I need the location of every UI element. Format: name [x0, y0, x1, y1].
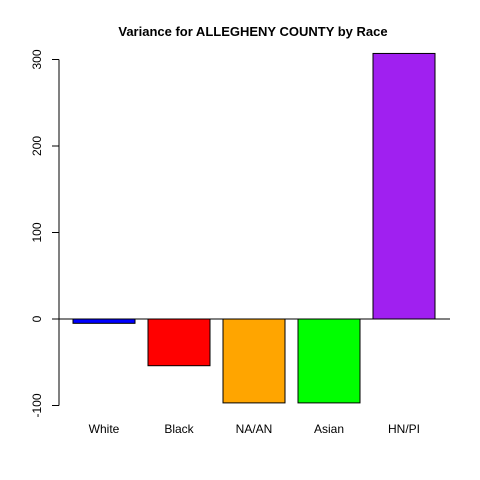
y-tick-label: 200 — [30, 136, 44, 156]
bar-hn-pi — [372, 52, 436, 320]
x-tick-label: HN/PI — [388, 422, 420, 436]
y-tick-label: 300 — [30, 49, 44, 69]
bar-white — [72, 318, 136, 324]
x-tick-label: White — [89, 422, 120, 436]
x-tick-label: NA/AN — [236, 422, 273, 436]
y-axis: -100 0 100 200 300 — [30, 49, 60, 418]
chart-title: Variance for ALLEGHENY COUNTY by Race — [118, 24, 387, 39]
x-tick-label: Black — [164, 422, 194, 436]
x-tick-label: Asian — [314, 422, 344, 436]
y-tick-label: 100 — [30, 222, 44, 242]
bar-asian — [297, 318, 361, 404]
bar-black — [147, 318, 211, 367]
bars-group — [72, 52, 436, 404]
x-axis-labels: White Black NA/AN Asian HN/PI — [89, 422, 420, 436]
y-tick-label: 0 — [30, 315, 44, 322]
bar-na-an — [222, 318, 286, 404]
y-tick-label: -100 — [30, 393, 44, 417]
